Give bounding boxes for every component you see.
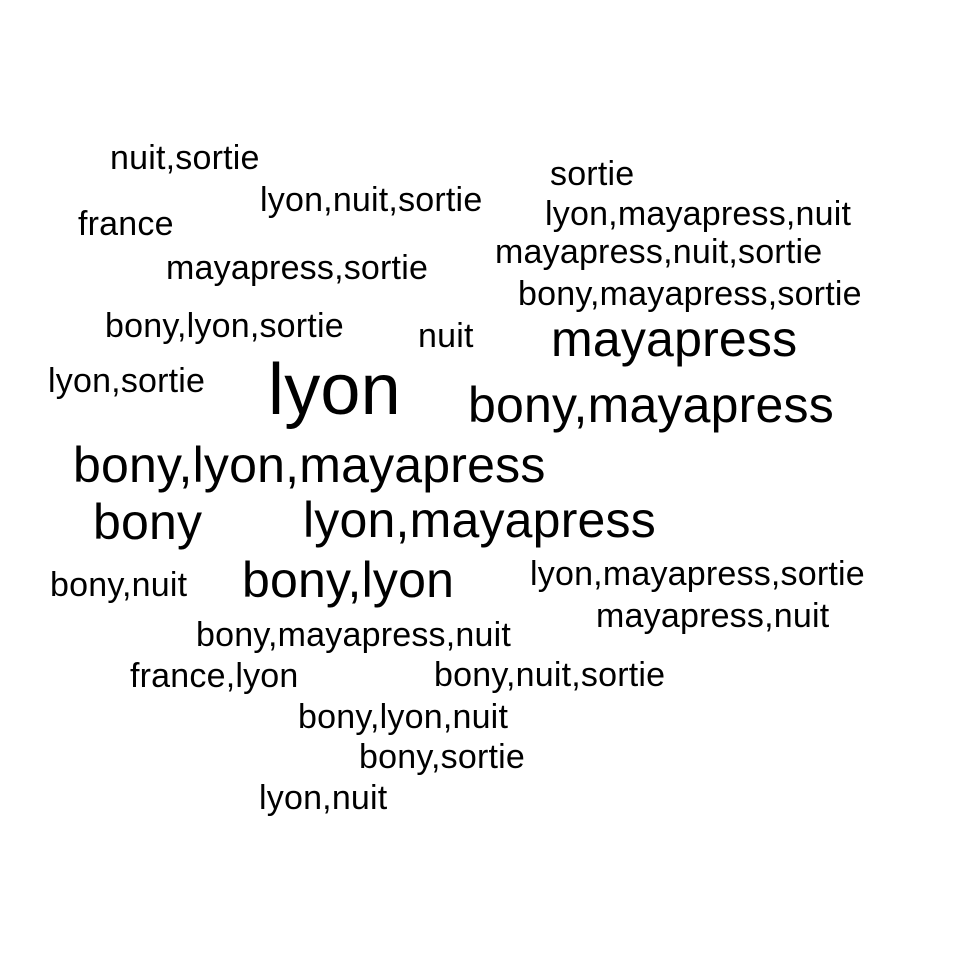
word-bony-mayapress-sortie: bony,mayapress,sortie [518, 275, 862, 313]
word-bony-mayapress-nuit: bony,mayapress,nuit [196, 616, 511, 654]
word-lyon: lyon [268, 350, 401, 430]
word-bony-lyon-nuit: bony,lyon,nuit [298, 698, 509, 736]
word-france-lyon: france,lyon [130, 657, 299, 695]
word-france: france [78, 205, 174, 243]
word-nuit-sortie: nuit,sortie [110, 139, 260, 177]
word-bony-lyon: bony,lyon [242, 552, 455, 608]
word-bony: bony [93, 494, 203, 550]
word-bony-nuit: bony,nuit [50, 566, 188, 604]
word-mayapress-sortie: mayapress,sortie [166, 249, 429, 287]
word-lyon-nuit: lyon,nuit [259, 779, 388, 817]
word-lyon-nuit-sortie: lyon,nuit,sortie [260, 181, 483, 219]
word-lyon-mayapress-sortie: lyon,mayapress,sortie [530, 555, 865, 593]
word-bony-lyon-sortie: bony,lyon,sortie [105, 307, 344, 345]
word-lyon-mayapress: lyon,mayapress [303, 492, 656, 548]
word-nuit: nuit [418, 317, 474, 355]
word-lyon-mayapress-nuit: lyon,mayapress,nuit [545, 195, 852, 233]
word-bony-lyon-mayapress: bony,lyon,mayapress [73, 437, 546, 493]
word-bony-nuit-sortie: bony,nuit,sortie [434, 656, 666, 694]
word-lyon-sortie: lyon,sortie [48, 362, 206, 400]
word-mayapress: mayapress [551, 311, 798, 367]
word-bony-sortie: bony,sortie [359, 738, 525, 776]
word-bony-mayapress: bony,mayapress [468, 377, 834, 433]
word-mayapress-nuit: mayapress,nuit [596, 597, 830, 635]
word-mayapress-nuit-sortie: mayapress,nuit,sortie [495, 233, 823, 271]
word-sortie: sortie [550, 155, 635, 193]
